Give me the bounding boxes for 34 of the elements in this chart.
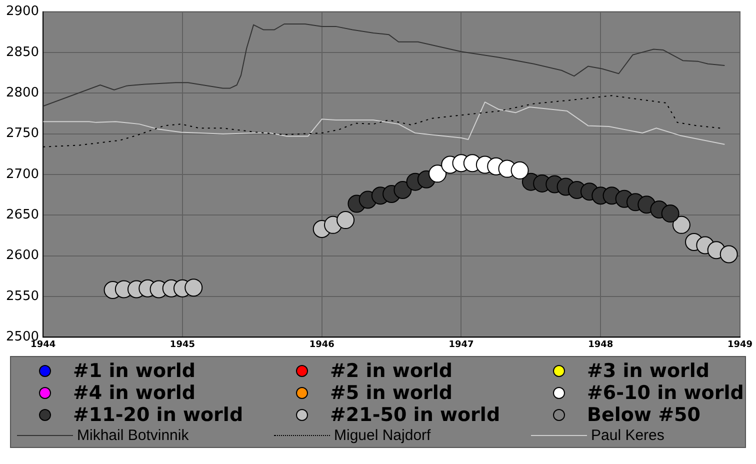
point (720, 245, 738, 264)
legend-label: #3 in world (587, 360, 710, 382)
y-tick-label: 2600 (6, 248, 40, 264)
y-tick-label: 2650 (6, 208, 40, 223)
legend-label: #1 in world (73, 360, 196, 382)
point (661, 204, 680, 223)
x-tick-label: 1947 (448, 340, 474, 350)
legend-label: #4 in world (73, 382, 196, 404)
y-tick-label: 2800 (6, 86, 40, 101)
legend-label: #2 in world (330, 360, 452, 382)
point (428, 164, 447, 183)
point (394, 180, 412, 199)
legend-label: Below #50 (587, 404, 700, 426)
y-tick-label: 2700 (6, 166, 40, 182)
legend-label: #5 in world (330, 382, 452, 404)
legend-label: Mikhail Botvinnik (77, 427, 189, 444)
point (672, 216, 690, 234)
x-tick-label: 1944 (30, 340, 56, 350)
x-tick-label: 1948 (588, 340, 614, 350)
legend-label: #11-20 in world (73, 404, 244, 426)
x-tick-label: 1945 (170, 340, 195, 350)
y-tick-label: 2750 (6, 126, 40, 142)
legend-label: #21-50 in world (330, 404, 500, 426)
x-tick-label: 1949 (727, 340, 753, 350)
y-tick-label: 2550 (6, 288, 40, 304)
legend-label: Miguel Najdorf (334, 427, 431, 444)
legend-label: #6-10 in world (587, 382, 744, 404)
legend-label: Paul Keres (591, 427, 664, 444)
x-tick-label: 1946 (309, 340, 334, 350)
point (184, 278, 203, 297)
y-tick-label: 2900 (6, 4, 40, 20)
point (336, 211, 355, 230)
point (510, 161, 529, 180)
y-tick-label: 2850 (6, 44, 40, 60)
